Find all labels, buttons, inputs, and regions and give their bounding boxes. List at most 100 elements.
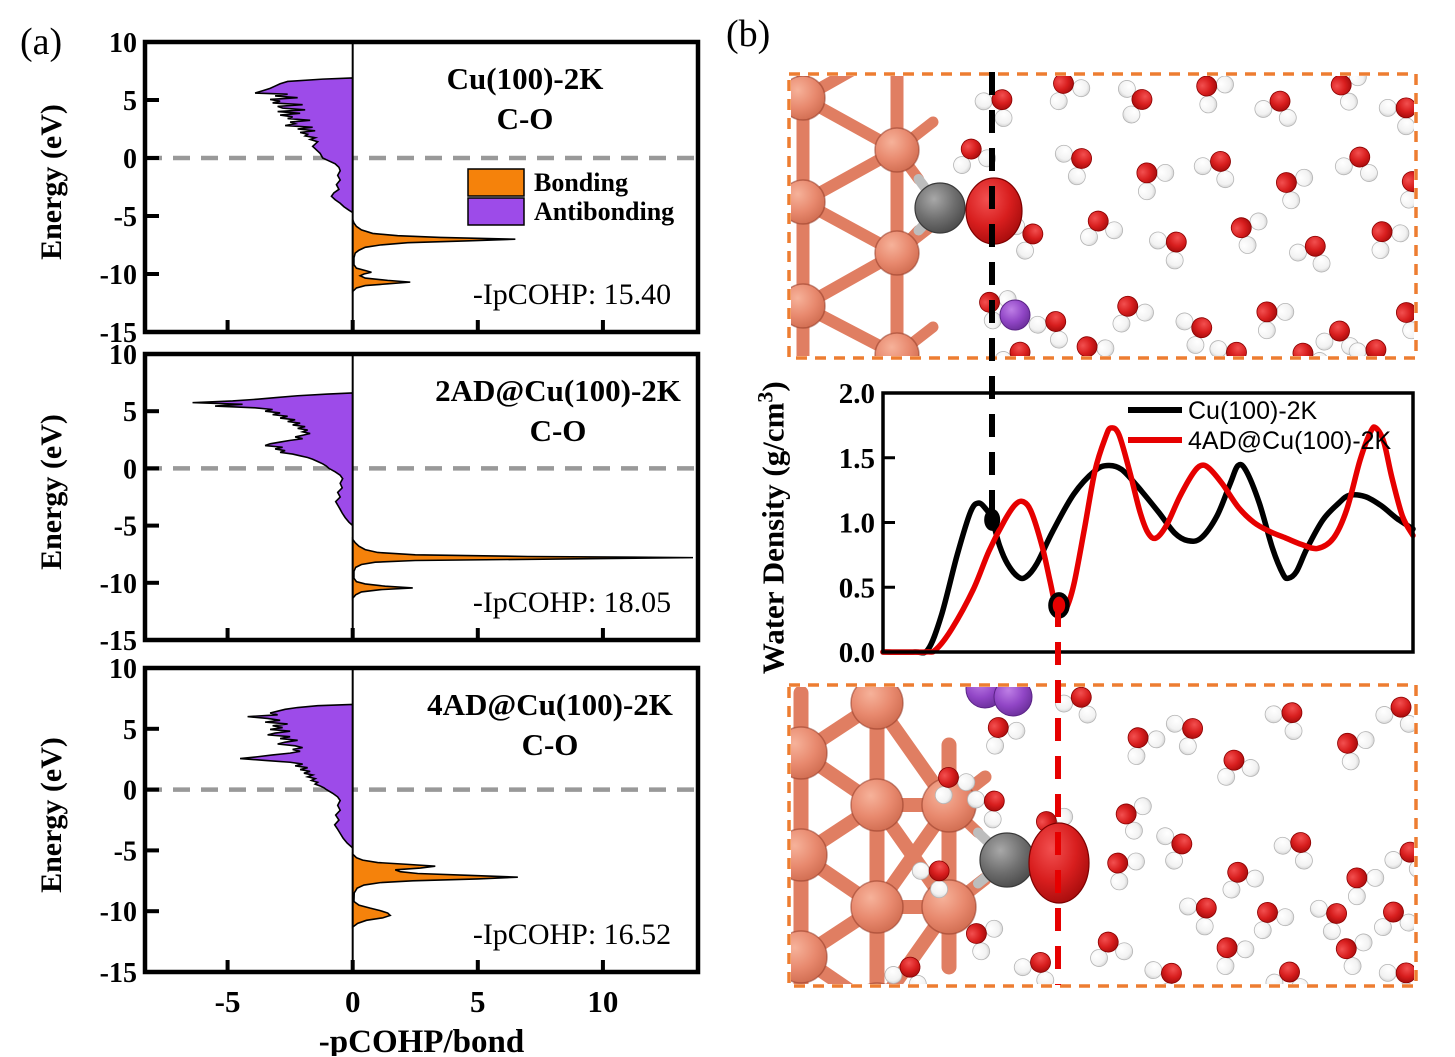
water-molecule bbox=[1371, 221, 1410, 259]
x-tick-label: -5 bbox=[215, 984, 241, 1019]
water-molecule bbox=[1028, 311, 1068, 349]
cu-atom bbox=[867, 982, 887, 984]
density-legend-label: 4AD@Cu(100)-2K bbox=[1188, 427, 1392, 455]
density-marker bbox=[984, 508, 1001, 531]
panel-b-label: (b) bbox=[726, 13, 771, 55]
cohp-chart-2ad-cu100-2k: 10 5 0 -5 -10 -15 2AD@Cu(100)-2K C-O -IpCOHP: 18… bbox=[100, 342, 701, 657]
water-molecule bbox=[986, 717, 1026, 755]
cu-atom bbox=[850, 687, 904, 730]
water-molecule bbox=[967, 790, 1005, 829]
water-molecule bbox=[1337, 731, 1375, 771]
cohp-chart-4ad-cu100-2k: 10 5 0 -5 -10 -15 -5 0 5 10 -pCOHP/bond 4AD@Cu(100)… bbox=[100, 656, 701, 1056]
water-molecule bbox=[1254, 90, 1297, 127]
cohp-area-antibonding bbox=[240, 703, 354, 850]
snapshot-scene bbox=[791, 687, 1414, 984]
y-tick-label: -5 bbox=[114, 202, 137, 233]
cohp-chart-cu100-2k: 10 5 0 -5 -10 -15 Cu(100)-2K C-O -IpCOHP: 15.40 B… bbox=[100, 30, 701, 349]
cohp-xlabel: -pCOHP/bond bbox=[319, 1024, 524, 1056]
water-molecule bbox=[1107, 852, 1145, 891]
water-molecule bbox=[1217, 749, 1260, 786]
cohp-area-antibonding bbox=[192, 392, 354, 528]
cohp-panel-subtitle: C-O bbox=[522, 727, 579, 762]
water-molecule bbox=[1144, 961, 1182, 984]
y-tick-label: 0.5 bbox=[839, 572, 875, 604]
cohp-panel-subtitle: C-O bbox=[497, 101, 554, 136]
cohp-area-bonding bbox=[351, 852, 518, 929]
y-tick-label: 10 bbox=[109, 30, 137, 59]
water-molecule bbox=[1115, 797, 1152, 840]
water-molecule bbox=[1013, 952, 1055, 984]
carbon-atom bbox=[914, 182, 966, 234]
y-tick-label: -5 bbox=[114, 512, 137, 543]
legend-label-antibonding: Antibonding bbox=[534, 197, 674, 226]
y-tick-label: -15 bbox=[100, 318, 137, 349]
water-molecule bbox=[1216, 937, 1255, 975]
y-tick-label: 0 bbox=[123, 776, 137, 807]
panel-a-label: (a) bbox=[20, 21, 63, 63]
water-molecule bbox=[966, 919, 1004, 961]
y-tick-label: -10 bbox=[100, 897, 137, 928]
water-molecule bbox=[1378, 962, 1414, 984]
water-molecule bbox=[1196, 76, 1234, 114]
y-tick-label: 5 bbox=[123, 86, 137, 117]
carbon-atom bbox=[979, 832, 1035, 888]
potassium-atom bbox=[993, 687, 1033, 717]
ipcohp-value: -IpCOHP: 18.05 bbox=[473, 586, 671, 619]
cohp-mid-ylabel: Energy (eV) bbox=[35, 414, 68, 570]
water-molecule bbox=[1276, 168, 1314, 210]
water-molecule bbox=[1256, 301, 1295, 340]
water-molecule bbox=[1400, 171, 1414, 209]
cohp-panel-title: 2AD@Cu(100)-2K bbox=[435, 373, 681, 408]
water-molecule bbox=[994, 341, 1031, 356]
y-tick-label: 5 bbox=[123, 397, 137, 428]
water-molecule bbox=[934, 767, 976, 805]
cohp-bot-ylabel: Energy (eV) bbox=[35, 737, 68, 893]
cu-atom bbox=[791, 179, 826, 225]
water-molecule bbox=[953, 138, 997, 174]
water-molecule bbox=[1378, 97, 1414, 136]
legend-label-bonding: Bonding bbox=[534, 168, 628, 197]
density-ylabel: Water Density (g/cm3) bbox=[752, 381, 791, 675]
water-molecule bbox=[1309, 899, 1347, 941]
water-molecule bbox=[1265, 961, 1309, 984]
cohp-panel-subtitle: C-O bbox=[530, 413, 587, 448]
water-molecule bbox=[1264, 702, 1303, 740]
water-molecule bbox=[1090, 931, 1134, 967]
cu-atom bbox=[874, 127, 920, 173]
water-molecule bbox=[1334, 146, 1378, 182]
y-tick-label: -5 bbox=[114, 836, 137, 867]
snapshot-border bbox=[787, 683, 1418, 988]
water-molecule bbox=[1136, 162, 1175, 201]
cohp-panel-title: 4AD@Cu(100)-2K bbox=[427, 687, 673, 722]
water-molecule bbox=[1156, 827, 1193, 870]
snapshot-border bbox=[787, 72, 1418, 360]
water-molecule bbox=[1348, 339, 1387, 356]
md-snapshot-top bbox=[787, 72, 1418, 360]
water-molecule bbox=[1112, 295, 1154, 333]
cohp-panel-title: Cu(100)-2K bbox=[447, 61, 604, 96]
cu-atom bbox=[921, 879, 977, 935]
cu-atom bbox=[791, 76, 826, 121]
water-molecule bbox=[1127, 727, 1166, 765]
water-molecule bbox=[1149, 231, 1187, 270]
plot-frame bbox=[142, 39, 701, 335]
water-molecule bbox=[974, 89, 1013, 127]
y-tick-label: -15 bbox=[100, 958, 137, 989]
cu-atom bbox=[850, 880, 904, 934]
legend-swatch-bonding bbox=[467, 168, 525, 197]
y-tick-label: 10 bbox=[109, 656, 137, 685]
water-molecule bbox=[1193, 151, 1235, 189]
water-molecule bbox=[1076, 336, 1115, 356]
water-molecule bbox=[1375, 696, 1414, 733]
water-molecule bbox=[1396, 302, 1414, 340]
density-curve-4ad-cu-100-2k bbox=[880, 424, 1416, 655]
cohp-area-bonding bbox=[351, 219, 516, 294]
water-molecule bbox=[1209, 340, 1247, 356]
water-molecule bbox=[1374, 901, 1414, 937]
cohp-area-antibonding bbox=[254, 77, 354, 214]
water-molecule bbox=[1292, 342, 1329, 356]
y-tick-label: -15 bbox=[100, 626, 137, 657]
water-molecule bbox=[1253, 902, 1295, 940]
